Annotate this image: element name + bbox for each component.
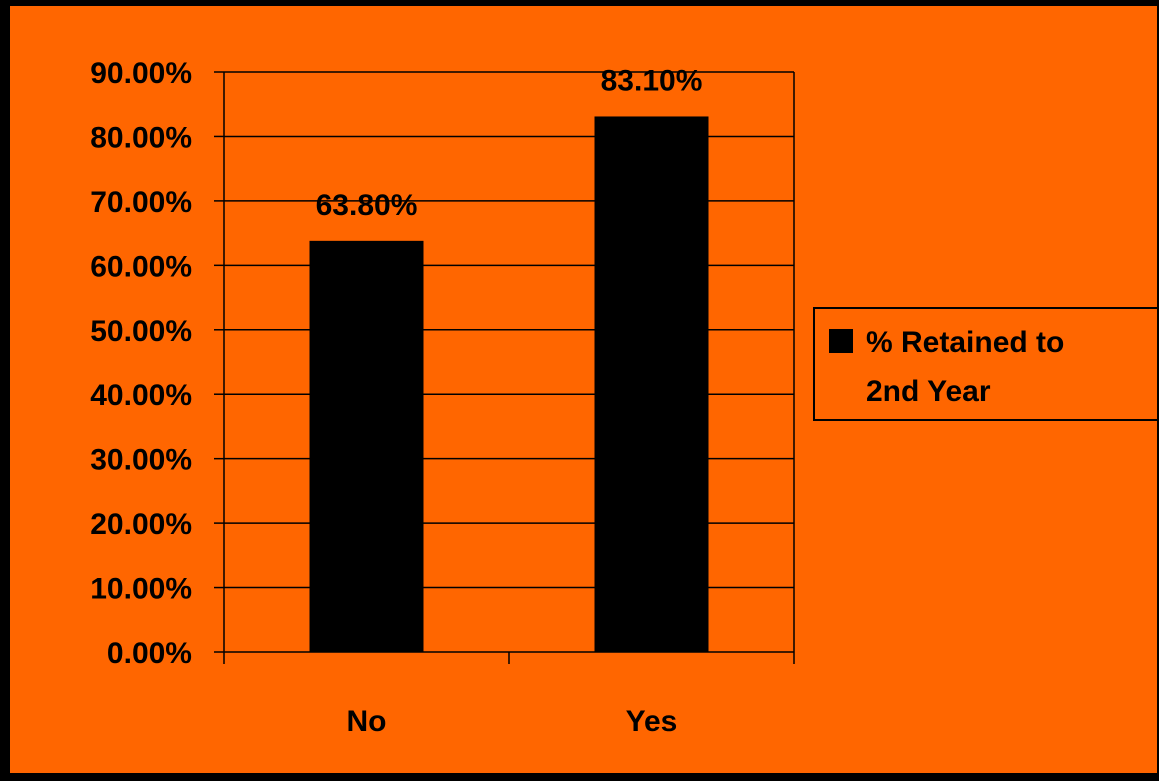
x-tick-label: No (347, 705, 387, 738)
legend: % Retained to 2nd Year (813, 307, 1159, 421)
bars (309, 116, 709, 652)
y-tick-label: 70.00% (90, 186, 192, 219)
data-label-yes: 83.10% (601, 64, 703, 97)
y-tick-label: 90.00% (90, 57, 192, 90)
chart-frame (8, 4, 1159, 775)
data-labels: 63.80% 83.10% (316, 64, 703, 221)
bar-yes (594, 116, 709, 652)
y-tick-label: 20.00% (90, 508, 192, 541)
y-tick-label: 0.00% (107, 637, 192, 670)
y-tick-label: 10.00% (90, 573, 192, 606)
legend-swatch (829, 329, 853, 353)
data-label-no: 63.80% (316, 189, 418, 222)
y-axis-ticks: 0.00% 10.00% 20.00% 30.00% 40.00% 50.00% 60.00… (90, 57, 224, 670)
y-tick-label: 50.00% (90, 315, 192, 348)
y-tick-label: 80.00% (90, 121, 192, 154)
axes (223, 72, 795, 664)
x-axis-labels: No Yes (347, 705, 678, 738)
x-tick-label: Yes (626, 705, 678, 738)
legend-label-line-1: % Retained to (866, 326, 1064, 359)
y-tick-label: 60.00% (90, 250, 192, 283)
y-tick-label: 30.00% (90, 444, 192, 477)
y-tick-label: 40.00% (90, 379, 192, 412)
legend-label-line-2: 2nd Year (866, 375, 991, 408)
legend-box (813, 307, 1159, 421)
bar-no (309, 240, 424, 652)
